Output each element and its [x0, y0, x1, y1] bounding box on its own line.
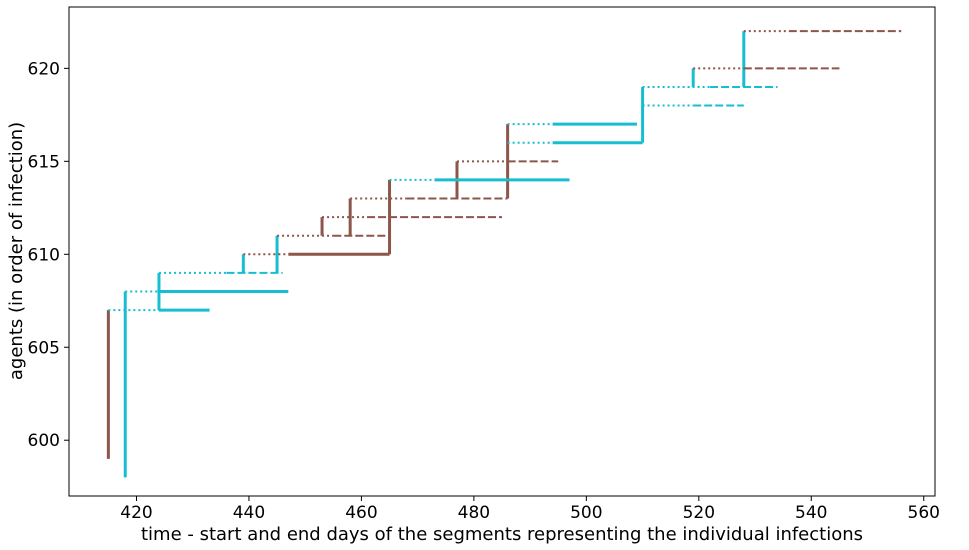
y-tick-label-605: 605 — [28, 338, 60, 358]
x-tick-label-540: 540 — [795, 503, 827, 523]
x-tick-label-480: 480 — [458, 503, 490, 523]
x-tick-label-420: 420 — [120, 503, 152, 523]
y-tick-label-615: 615 — [28, 152, 60, 172]
x-tick-label-460: 460 — [345, 503, 377, 523]
y-tick-label-610: 610 — [28, 245, 60, 265]
y-tick-label-620: 620 — [28, 59, 60, 79]
x-tick-label-520: 520 — [683, 503, 715, 523]
plot-frame — [68, 6, 936, 497]
plot-area — [106, 30, 902, 478]
x-axis-label: time - start and end days of the segment… — [141, 524, 863, 545]
x-axis: 420 440 460 480 500 520 540 560 — [120, 496, 940, 523]
x-tick-label-500: 500 — [570, 503, 602, 523]
x-tick-label-440: 440 — [233, 503, 265, 523]
y-axis-label: agents (in order of infection) — [6, 122, 27, 380]
y-tick-label-600: 600 — [28, 431, 60, 451]
x-tick-label-560: 560 — [908, 503, 940, 523]
y-axis: 600 605 610 615 620 — [28, 59, 69, 451]
